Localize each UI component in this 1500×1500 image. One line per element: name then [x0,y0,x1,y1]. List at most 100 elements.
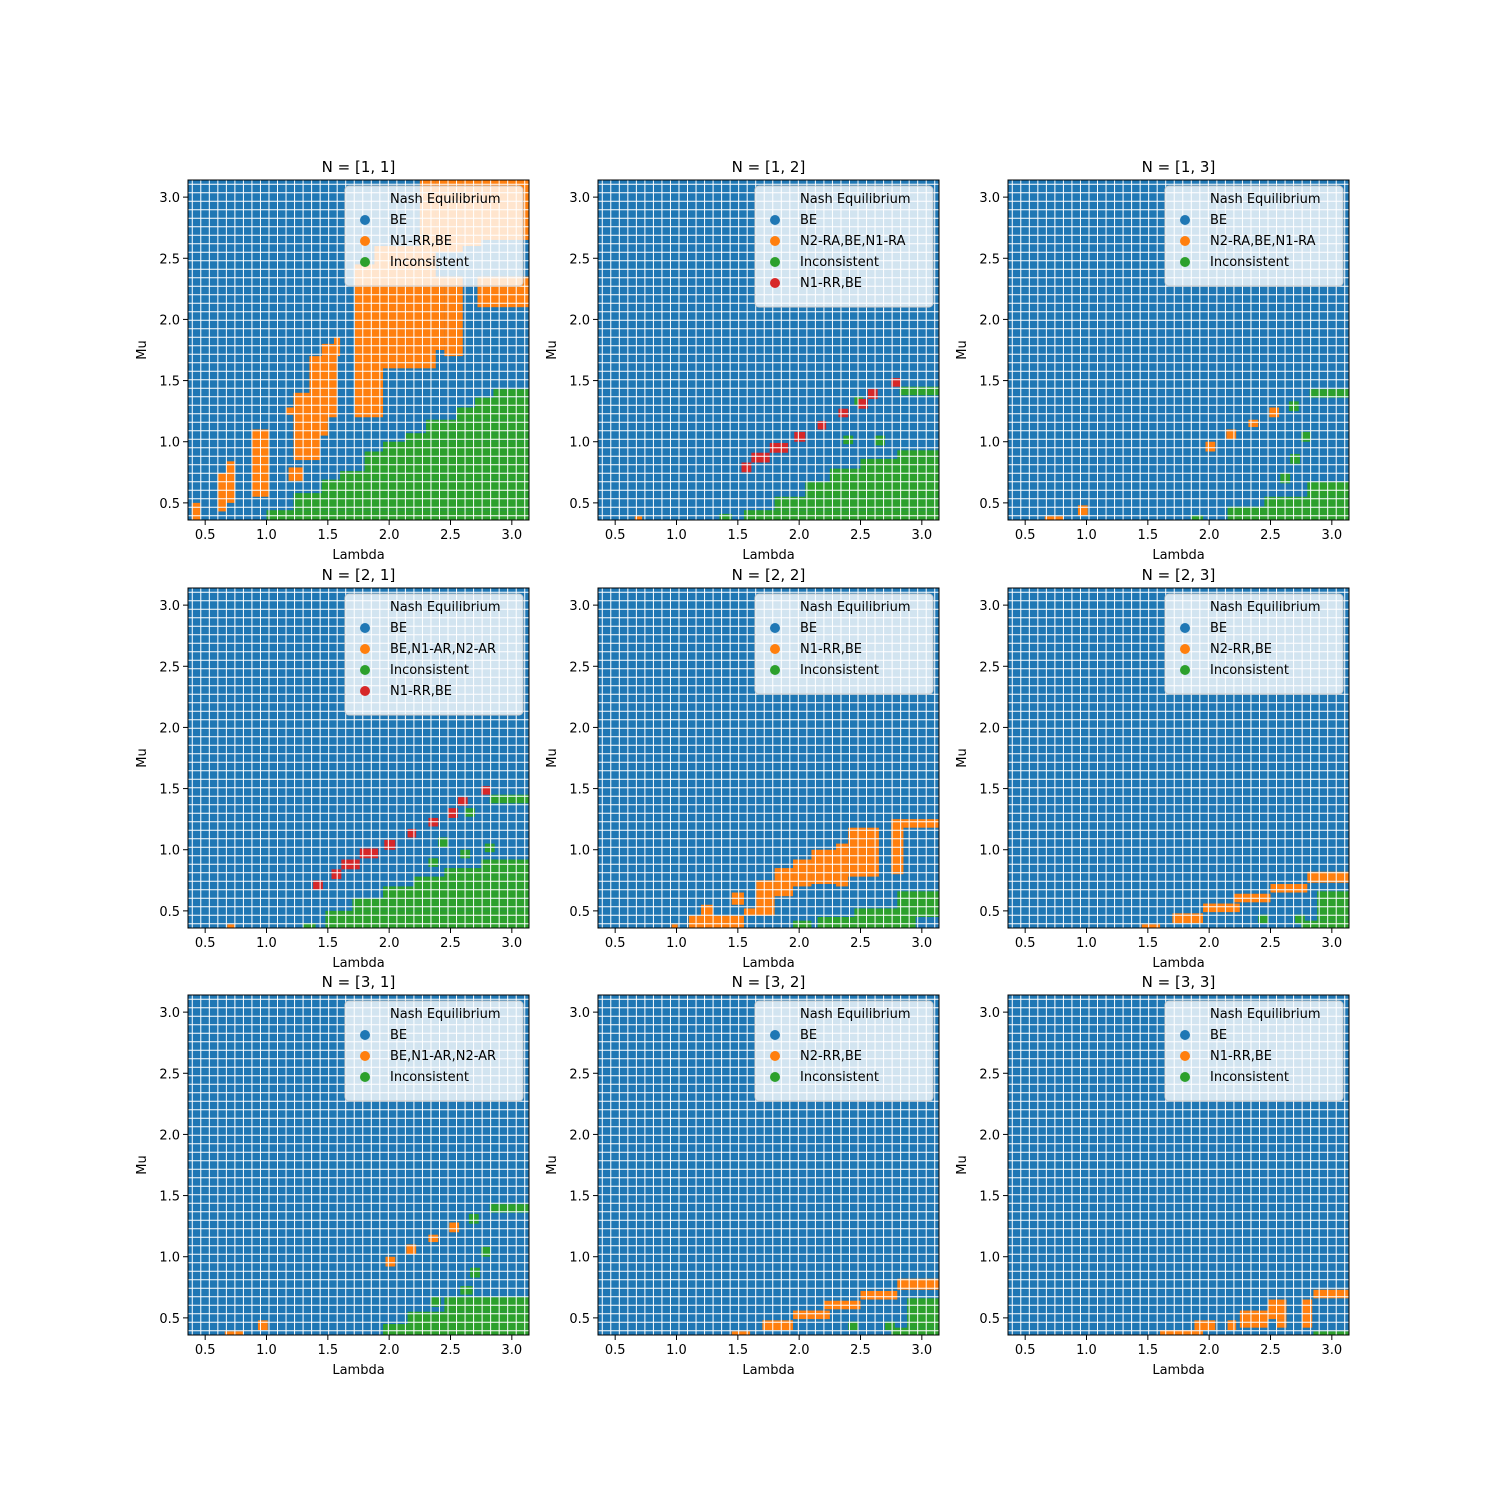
inconsistent-cell [475,397,529,408]
equilibrium-cell [449,1222,460,1233]
legend-label: Inconsistent [800,1070,879,1085]
equilibrium-cell [406,1244,417,1255]
inconsistent-cell [266,510,529,520]
y-tick-label: 1.0 [159,844,180,859]
y-axis-label: Mu [135,748,150,767]
x-tick-label: 0.5 [1015,1343,1036,1358]
x-tick-label: 2.0 [789,1343,810,1358]
equilibrium-cell [457,797,468,806]
y-tick-label: 2.5 [159,252,180,267]
x-tick-label: 2.5 [850,528,871,543]
inconsistent-cell [1264,496,1349,507]
equilibrium-cell [671,924,678,928]
legend-marker [360,1030,370,1040]
legend: Nash Equilibrium BE N2-RA,BE,N1-RA Inconsis… [1164,185,1344,287]
inconsistent-cell [719,513,732,520]
x-tick-label: 1.5 [317,528,338,543]
x-tick-label: 1.5 [727,1343,748,1358]
legend-label: Inconsistent [800,255,879,270]
axes-frame [1007,587,1350,929]
y-tick-label: 1.5 [159,1190,180,1205]
x-tick-label: 1.0 [256,528,277,543]
equilibrium-cell [731,1331,751,1335]
x-tick-label: 0.5 [1015,936,1036,951]
y-tick-label: 3.0 [159,599,180,614]
x-tick-label: 2.0 [379,1343,400,1358]
legend-marker [360,686,370,696]
equilibrium-cell [1313,1289,1349,1299]
x-tick-label: 2.0 [789,936,810,951]
inconsistent-cell [1190,515,1204,520]
legend-label: BE [390,213,407,228]
y-tick-label: 3.0 [979,599,1000,614]
equilibrium-cell [321,343,338,418]
y-axis-label: Mu [545,340,560,359]
x-axis-label: Lambda [1152,1363,1204,1378]
axes-frame [1007,994,1350,1336]
legend-label: BE [390,1028,407,1043]
inconsistent-cell [481,1246,491,1257]
inconsistent-cell [489,1204,529,1213]
legend-marker [360,215,370,225]
inconsistent-cell [805,482,939,497]
inconsistent-cell [860,458,939,469]
legend-label: BE [1210,1028,1227,1043]
legend-title: Nash Equilibrium [800,600,911,615]
x-tick-label: 1.5 [1137,528,1158,543]
legend-marker [770,236,780,246]
x-tick-label: 1.5 [727,936,748,951]
plot-area [188,995,529,1335]
legend-marker [360,257,370,267]
x-tick-label: 1.5 [317,936,338,951]
legend-marker [360,1072,370,1082]
legend-title: Nash Equilibrium [390,192,501,207]
legend-marker [770,257,780,267]
y-tick-label: 2.0 [159,313,180,328]
y-tick-label: 0.5 [569,1312,590,1327]
inconsistent-cell [1313,1331,1349,1335]
x-tick-label: 3.0 [911,528,932,543]
x-tick-label: 2.0 [379,528,400,543]
x-axis-label: Lambda [332,1363,384,1378]
y-tick-label: 0.5 [979,497,1000,512]
x-tick-label: 2.5 [1260,936,1281,951]
legend-title: Nash Equilibrium [1210,1007,1321,1022]
equilibrium-cell [1194,1320,1216,1331]
inconsistent-cell [460,1286,473,1295]
x-tick-label: 0.5 [605,528,626,543]
y-tick-label: 0.5 [159,1312,180,1327]
legend: Nash Equilibrium BE N2-RR,BE Inconsistent [754,1000,934,1102]
x-tick-label: 1.0 [1076,1343,1097,1358]
x-tick-label: 1.0 [1076,528,1097,543]
equilibrium-cell [385,1256,396,1267]
axes-frame [187,587,530,929]
x-tick-label: 3.0 [501,1343,522,1358]
equilibrium-cell [1270,883,1308,893]
equilibrium-cell [701,904,714,916]
y-tick-label: 1.5 [979,783,1000,798]
subplot-title: N = [2, 1] [322,566,396,584]
x-tick-label: 2.0 [1199,1343,1220,1358]
inconsistent-cell [875,435,886,446]
y-tick-label: 0.5 [979,905,1000,920]
legend-label: BE [390,621,407,636]
legend: Nash Equilibrium BE BE,N1-AR,N2-AR Inconsis… [344,1000,524,1102]
inconsistent-cell [843,435,854,445]
y-axis-label: Mu [545,1155,560,1174]
inconsistent-cell [1258,914,1269,924]
inconsistent-cell [907,1298,939,1328]
axes-frame [187,179,530,521]
inconsistent-cell [340,471,529,480]
y-tick-label: 0.5 [979,1312,1000,1327]
x-tick-label: 2.5 [440,936,461,951]
legend-marker [360,236,370,246]
y-axis-label: Mu [955,340,970,359]
legend-marker [770,623,780,633]
equilibrium-cell [741,462,752,473]
legend-title: Nash Equilibrium [390,600,501,615]
equilibrium-cell [867,389,878,399]
inconsistent-cell [407,1311,529,1324]
y-tick-label: 1.0 [569,1251,590,1266]
y-tick-label: 1.5 [159,375,180,390]
x-tick-label: 2.0 [1199,528,1220,543]
